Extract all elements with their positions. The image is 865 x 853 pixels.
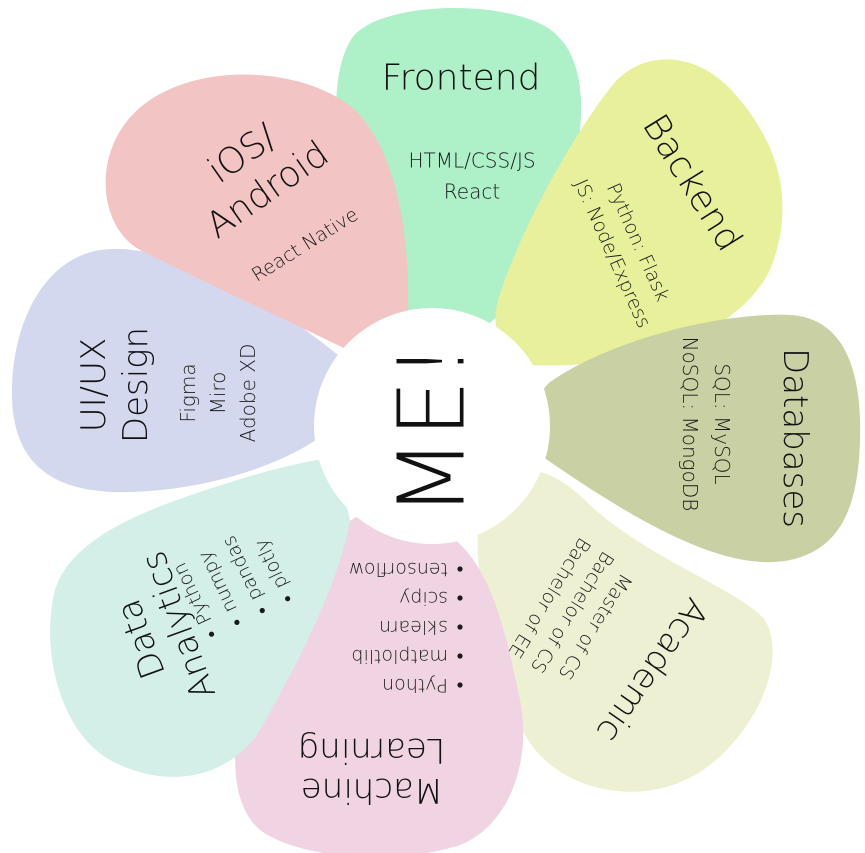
petal-title-line: UI/UX — [74, 338, 114, 433]
petal-ui-ux-design: UI/UX Design Figma Miro Adobe XD — [11, 248, 338, 493]
bullet-dot — [234, 619, 240, 625]
petal-item: SQL: MySQL — [710, 363, 734, 484]
center-layer: ME! — [314, 308, 550, 544]
petal-items-frontend: HTML/CSS/JS React — [408, 149, 535, 204]
petal-item: Adobe XD — [236, 344, 260, 443]
bullet-dot — [259, 607, 265, 614]
petal-items-machine-learning: Python matplotlib sklearn scipy tensorflow — [348, 558, 463, 696]
petal-title-line: Design — [116, 327, 156, 443]
petal-shape-academic — [477, 469, 773, 792]
petal-title-frontend: Frontend — [382, 58, 541, 99]
petal-item: scipy — [399, 587, 448, 609]
petal-item: NoSQL: MongoDB — [678, 337, 702, 512]
petal-shape-databases — [535, 314, 861, 563]
petal-item: sklearn — [379, 616, 448, 638]
petal-databases: Databases SQL: MySQL NoSQL: MongoDB — [535, 314, 861, 563]
petal-item: matplotlib — [351, 645, 448, 667]
petal-title-line: Frontend — [382, 58, 541, 99]
petal-shape-data-analytics — [50, 458, 351, 777]
petal-item: HTML/CSS/JS — [408, 149, 535, 173]
petal-shape-backend — [495, 59, 783, 366]
bullet-dot — [457, 682, 463, 688]
petal-title-ui-ux-design: UI/UX Design — [74, 327, 156, 443]
center-circle — [314, 308, 550, 544]
petal-item: Miro — [206, 372, 230, 415]
bullet-dot — [457, 595, 463, 601]
center-label: ME! — [379, 343, 486, 517]
bullet-dot — [285, 596, 291, 602]
petal-shape-ios-android — [105, 74, 409, 353]
petal-title-databases: Databases — [775, 348, 815, 528]
petal-shape-ui-ux-design — [11, 248, 338, 493]
petal-title-line: Learning — [299, 730, 445, 770]
bullet-dot — [208, 631, 215, 637]
petal-items-ui-ux-design: Figma Miro Adobe XD — [176, 344, 260, 443]
petal-item: Figma — [176, 363, 200, 422]
petal-item: Python — [382, 674, 448, 696]
petal-title-line: Machine — [301, 770, 443, 810]
petal-title-line: Databases — [775, 348, 815, 528]
bullet-dot — [457, 653, 463, 659]
bullet-dot — [457, 566, 463, 572]
bullet-dot — [457, 624, 463, 630]
petal-item: tensorflow — [348, 558, 448, 580]
petal-items-databases: SQL: MySQL NoSQL: MongoDB — [678, 337, 734, 512]
petal-item: React — [444, 180, 500, 204]
